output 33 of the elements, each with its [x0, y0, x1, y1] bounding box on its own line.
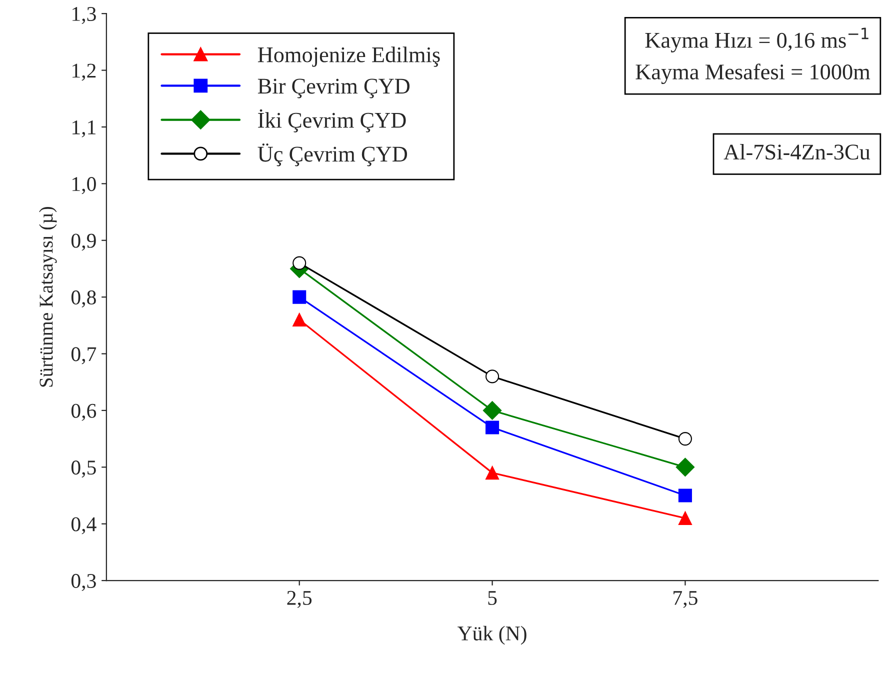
x-tick-label: 7,5: [674, 591, 698, 608]
y-tick-label: 0,4: [71, 517, 96, 534]
y-tick-label: 0,7: [71, 347, 96, 364]
point: [292, 290, 306, 304]
x-axis-title: Yük (N): [458, 626, 526, 645]
text: Kayma Hızı = 0,16 ms$^{−1}$ Kayma Mesafesi = 1000m: [636, 28, 870, 84]
annotation: Al-7Si-4Zn-3Cu: [724, 144, 870, 160]
x-tick-label: 5: [488, 591, 497, 605]
y-tick-label: 1,1: [72, 120, 96, 138]
y-tick-label: 1,2: [72, 64, 96, 81]
legend-label: Üç Çevrim ÇYD: [258, 143, 408, 166]
point: [676, 458, 695, 477]
legend-label: Homojenize Edilmiş: [258, 46, 440, 67]
point: [482, 401, 502, 420]
y-tick-label: 0,5: [71, 460, 96, 478]
point: [486, 420, 500, 434]
y-tick-label: 0,3: [71, 574, 96, 591]
x-tick-label: 2,5: [287, 590, 312, 608]
y-tick-label: 0,8: [71, 290, 96, 308]
point: [486, 466, 500, 480]
legend-label: İki Çevrim ÇYD: [258, 109, 406, 132]
y-tick-label: 1,0: [72, 177, 96, 194]
point: [678, 511, 692, 525]
point: [678, 488, 692, 502]
y-tick-label: 0,6: [71, 404, 96, 421]
y-tick-label: 0,9: [71, 234, 96, 251]
point: [292, 312, 306, 327]
point: [678, 432, 692, 446]
y-axis-title: Sürtünme Katsayısı (µ): [39, 206, 57, 387]
point: [486, 370, 500, 384]
y-tick-label: 1,3: [72, 7, 96, 24]
point: [292, 256, 306, 270]
legend-label: Bir Çevrim ÇYD: [258, 78, 410, 98]
